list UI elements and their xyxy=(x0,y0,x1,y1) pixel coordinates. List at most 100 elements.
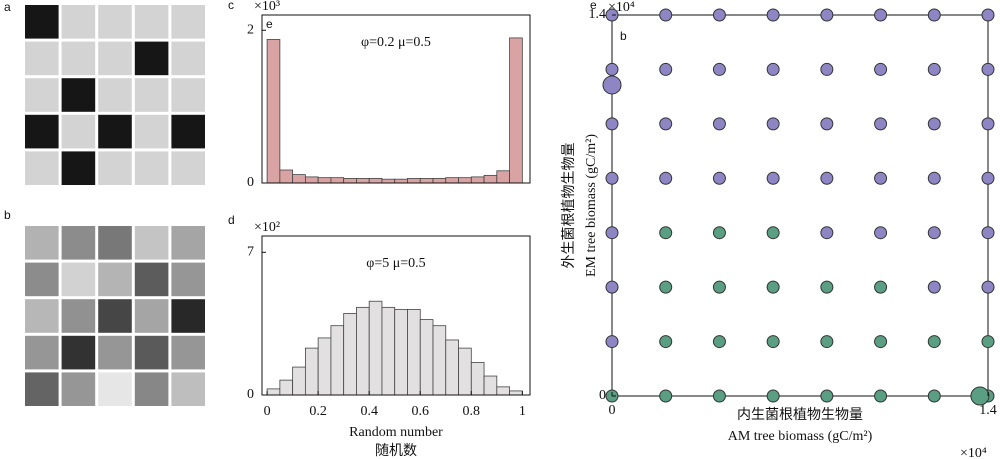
cell xyxy=(98,335,132,370)
point xyxy=(981,226,995,240)
point xyxy=(874,389,888,403)
cell xyxy=(171,114,205,149)
point xyxy=(712,226,726,240)
bar xyxy=(343,178,357,184)
cell xyxy=(25,114,59,149)
cell xyxy=(134,226,169,260)
point xyxy=(981,335,995,349)
point xyxy=(766,226,780,240)
point xyxy=(605,117,619,131)
cell xyxy=(171,262,205,297)
point xyxy=(712,62,726,76)
cell xyxy=(61,372,96,406)
panel-label: e xyxy=(590,0,597,12)
bar xyxy=(432,325,447,396)
x-tick-label: 0.6 xyxy=(411,404,429,419)
y-axis-label: EM tree biomass (gC/m²) xyxy=(584,134,599,277)
bar xyxy=(394,308,408,396)
point xyxy=(712,171,726,185)
point xyxy=(927,62,941,76)
point xyxy=(766,8,780,22)
bar xyxy=(279,379,294,396)
bar xyxy=(279,169,294,184)
bar xyxy=(368,178,383,184)
point xyxy=(659,62,673,76)
cell xyxy=(134,114,169,149)
inner-label: b xyxy=(620,29,627,43)
cell xyxy=(98,78,132,112)
point xyxy=(659,280,673,294)
bar xyxy=(432,178,447,184)
cell xyxy=(61,151,96,185)
annotation: φ=5 μ=0.5 xyxy=(366,256,425,271)
cell xyxy=(98,262,132,297)
cell xyxy=(98,41,132,76)
cell xyxy=(171,335,205,370)
cell xyxy=(134,299,169,333)
point xyxy=(820,62,834,76)
cell xyxy=(61,5,96,39)
cell xyxy=(25,372,59,406)
point xyxy=(820,8,834,22)
point xyxy=(981,117,995,131)
x-tick-label: 1.4 xyxy=(979,403,997,418)
point xyxy=(981,8,995,22)
point xyxy=(981,62,995,76)
y-multiplier: ×10³ xyxy=(254,0,280,14)
point xyxy=(820,117,834,131)
cell xyxy=(134,151,169,185)
x-axis-label: 内生菌根植物生物量 xyxy=(737,407,863,423)
x-tick-label: 1 xyxy=(519,404,526,419)
bar xyxy=(394,178,408,184)
point xyxy=(874,171,888,185)
cell xyxy=(134,372,169,406)
point xyxy=(659,117,673,131)
x-tick-label: 0 xyxy=(264,404,271,419)
bar xyxy=(496,170,510,184)
bar xyxy=(317,177,332,184)
bar xyxy=(419,178,434,184)
point xyxy=(605,280,619,294)
point xyxy=(874,280,888,294)
cell xyxy=(61,41,96,76)
point xyxy=(659,226,673,240)
point xyxy=(927,8,941,22)
cell xyxy=(171,226,205,260)
y-tick-label: 0 xyxy=(247,387,254,402)
bar xyxy=(266,39,281,184)
y-multiplier: ×10² xyxy=(254,220,280,235)
point xyxy=(712,335,726,349)
point xyxy=(820,335,834,349)
bar xyxy=(445,177,459,184)
bar xyxy=(496,386,510,396)
cell xyxy=(61,335,96,370)
bar xyxy=(317,337,332,396)
y-multiplier: ×10⁴ xyxy=(608,0,635,15)
cell xyxy=(98,372,132,406)
cell xyxy=(98,151,132,185)
bar xyxy=(292,174,306,184)
bar xyxy=(381,306,396,396)
cell xyxy=(98,299,132,333)
bar xyxy=(509,390,523,396)
x-tick-label: 0.4 xyxy=(360,404,378,419)
bar xyxy=(483,174,498,184)
point xyxy=(605,171,619,185)
bar xyxy=(356,178,370,184)
x-axis-label: 随机数 xyxy=(375,443,417,459)
bar xyxy=(509,37,523,184)
point xyxy=(766,117,780,131)
inner-label: e xyxy=(266,17,273,31)
point xyxy=(927,171,941,185)
cell xyxy=(171,41,205,76)
point xyxy=(874,8,888,22)
panel-label: a xyxy=(4,0,11,14)
point xyxy=(820,226,834,240)
bar xyxy=(470,361,485,396)
cell xyxy=(25,5,59,39)
point xyxy=(712,280,726,294)
point xyxy=(874,226,888,240)
point xyxy=(970,386,990,406)
bar xyxy=(407,178,421,184)
cell xyxy=(25,226,59,260)
